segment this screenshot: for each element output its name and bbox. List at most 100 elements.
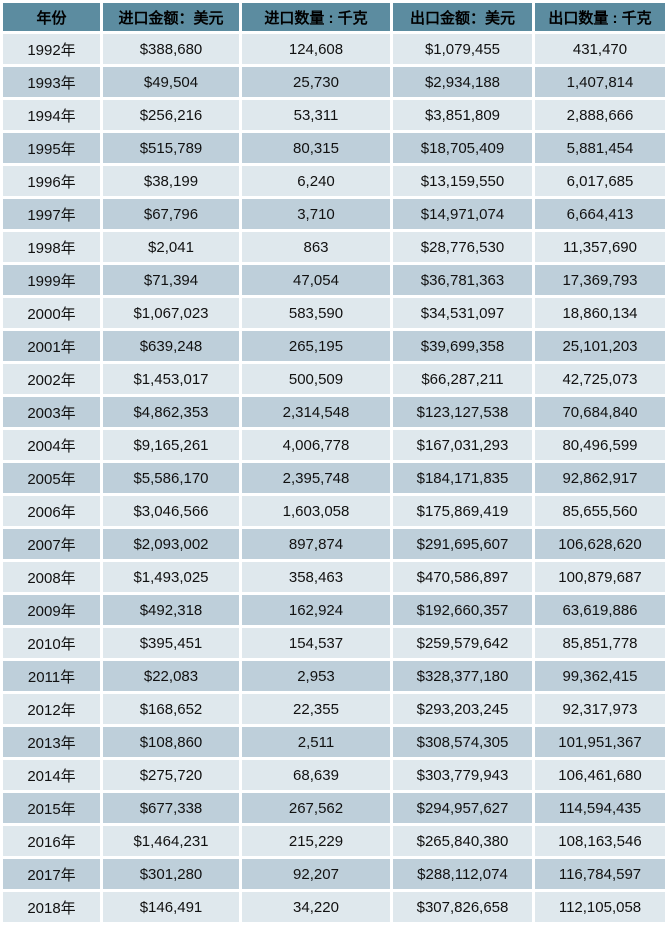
cell-import-qty-kg: 124,608 — [242, 34, 390, 64]
cell-export-qty-kg: 92,862,917 — [535, 463, 665, 493]
cell-export-amount-usd: $167,031,293 — [393, 430, 532, 460]
table-row: 2015年 $677,338 267,562 $294,957,627 114,594,… — [3, 793, 665, 823]
cell-export-qty-kg: 42,725,073 — [535, 364, 665, 394]
cell-import-qty-kg: 22,355 — [242, 694, 390, 724]
cell-year: 2009年 — [3, 595, 100, 625]
cell-export-qty-kg: 85,655,560 — [535, 496, 665, 526]
table-row: 2003年 $4,862,353 2,314,548 $123,127,538 70,6… — [3, 397, 665, 427]
cell-export-qty-kg: 100,879,687 — [535, 562, 665, 592]
table-row: 1998年 $2,041 863 $28,776,530 11,357,690 — [3, 232, 665, 262]
cell-year: 2011年 — [3, 661, 100, 691]
cell-year: 2003年 — [3, 397, 100, 427]
cell-year: 1998年 — [3, 232, 100, 262]
cell-import-amount-usd: $492,318 — [103, 595, 239, 625]
table-row: 2013年 $108,860 2,511 $308,574,305 101,951,36… — [3, 727, 665, 757]
cell-import-amount-usd: $1,493,025 — [103, 562, 239, 592]
table-row: 2008年 $1,493,025 358,463 $470,586,897 100,87… — [3, 562, 665, 592]
cell-import-amount-usd: $168,652 — [103, 694, 239, 724]
cell-export-amount-usd: $175,869,419 — [393, 496, 532, 526]
cell-import-amount-usd: $5,586,170 — [103, 463, 239, 493]
cell-import-amount-usd: $38,199 — [103, 166, 239, 196]
cell-import-qty-kg: 154,537 — [242, 628, 390, 658]
cell-export-amount-usd: $259,579,642 — [393, 628, 532, 658]
table-row: 2011年 $22,083 2,953 $328,377,180 99,362,415 — [3, 661, 665, 691]
cell-import-amount-usd: $639,248 — [103, 331, 239, 361]
cell-year: 2005年 — [3, 463, 100, 493]
cell-import-amount-usd: $1,464,231 — [103, 826, 239, 856]
cell-import-qty-kg: 2,953 — [242, 661, 390, 691]
table-row: 1997年 $67,796 3,710 $14,971,074 6,664,413 — [3, 199, 665, 229]
cell-export-qty-kg: 5,881,454 — [535, 133, 665, 163]
cell-export-amount-usd: $13,159,550 — [393, 166, 532, 196]
cell-export-qty-kg: 92,317,973 — [535, 694, 665, 724]
cell-import-qty-kg: 2,314,548 — [242, 397, 390, 427]
cell-export-qty-kg: 101,951,367 — [535, 727, 665, 757]
cell-year: 2006年 — [3, 496, 100, 526]
table-row: 2012年 $168,652 22,355 $293,203,245 92,317,97… — [3, 694, 665, 724]
table-row: 1994年 $256,216 53,311 $3,851,809 2,888,666 — [3, 100, 665, 130]
table-row: 1993年 $49,504 25,730 $2,934,188 1,407,814 — [3, 67, 665, 97]
cell-import-qty-kg: 500,509 — [242, 364, 390, 394]
cell-export-amount-usd: $307,826,658 — [393, 892, 532, 922]
cell-export-amount-usd: $303,779,943 — [393, 760, 532, 790]
cell-export-qty-kg: 80,496,599 — [535, 430, 665, 460]
cell-year: 2001年 — [3, 331, 100, 361]
cell-export-amount-usd: $291,695,607 — [393, 529, 532, 559]
col-header-import-qty-kg: 进口数量 : 千克 — [242, 3, 390, 31]
cell-import-qty-kg: 6,240 — [242, 166, 390, 196]
col-header-export-amount-usd: 出口金额：美元 — [393, 3, 532, 31]
cell-import-amount-usd: $301,280 — [103, 859, 239, 889]
cell-export-qty-kg: 6,017,685 — [535, 166, 665, 196]
cell-year: 2012年 — [3, 694, 100, 724]
cell-import-qty-kg: 80,315 — [242, 133, 390, 163]
cell-import-amount-usd: $677,338 — [103, 793, 239, 823]
cell-import-amount-usd: $9,165,261 — [103, 430, 239, 460]
cell-export-qty-kg: 99,362,415 — [535, 661, 665, 691]
cell-export-amount-usd: $470,586,897 — [393, 562, 532, 592]
cell-export-qty-kg: 11,357,690 — [535, 232, 665, 262]
cell-export-amount-usd: $2,934,188 — [393, 67, 532, 97]
cell-year: 1994年 — [3, 100, 100, 130]
cell-export-amount-usd: $66,287,211 — [393, 364, 532, 394]
cell-import-amount-usd: $256,216 — [103, 100, 239, 130]
cell-year: 2002年 — [3, 364, 100, 394]
cell-export-qty-kg: 25,101,203 — [535, 331, 665, 361]
cell-export-amount-usd: $1,079,455 — [393, 34, 532, 64]
cell-import-qty-kg: 583,590 — [242, 298, 390, 328]
cell-export-amount-usd: $293,203,245 — [393, 694, 532, 724]
cell-import-qty-kg: 863 — [242, 232, 390, 262]
cell-export-amount-usd: $192,660,357 — [393, 595, 532, 625]
cell-import-amount-usd: $2,041 — [103, 232, 239, 262]
cell-export-amount-usd: $34,531,097 — [393, 298, 532, 328]
table-row: 1999年 $71,394 47,054 $36,781,363 17,369,793 — [3, 265, 665, 295]
table-body: 1992年 $388,680 124,608 $1,079,455 431,470 199… — [3, 34, 665, 922]
table-row: 2001年 $639,248 265,195 $39,699,358 25,101,20… — [3, 331, 665, 361]
col-header-export-qty-kg: 出口数量 : 千克 — [535, 3, 665, 31]
cell-year: 2000年 — [3, 298, 100, 328]
cell-export-amount-usd: $3,851,809 — [393, 100, 532, 130]
cell-import-amount-usd: $22,083 — [103, 661, 239, 691]
cell-export-amount-usd: $328,377,180 — [393, 661, 532, 691]
cell-export-amount-usd: $288,112,074 — [393, 859, 532, 889]
cell-import-qty-kg: 358,463 — [242, 562, 390, 592]
cell-export-qty-kg: 1,407,814 — [535, 67, 665, 97]
cell-year: 2018年 — [3, 892, 100, 922]
cell-import-qty-kg: 47,054 — [242, 265, 390, 295]
cell-import-qty-kg: 215,229 — [242, 826, 390, 856]
table-row: 2002年 $1,453,017 500,509 $66,287,211 42,725,… — [3, 364, 665, 394]
cell-export-amount-usd: $28,776,530 — [393, 232, 532, 262]
cell-export-qty-kg: 116,784,597 — [535, 859, 665, 889]
cell-year: 1997年 — [3, 199, 100, 229]
cell-import-qty-kg: 897,874 — [242, 529, 390, 559]
table-row: 2004年 $9,165,261 4,006,778 $167,031,293 80,4… — [3, 430, 665, 460]
cell-import-amount-usd: $146,491 — [103, 892, 239, 922]
cell-export-amount-usd: $123,127,538 — [393, 397, 532, 427]
cell-import-qty-kg: 53,311 — [242, 100, 390, 130]
cell-export-amount-usd: $39,699,358 — [393, 331, 532, 361]
cell-import-qty-kg: 267,562 — [242, 793, 390, 823]
cell-export-amount-usd: $14,971,074 — [393, 199, 532, 229]
table-row: 2000年 $1,067,023 583,590 $34,531,097 18,860,… — [3, 298, 665, 328]
cell-year: 2007年 — [3, 529, 100, 559]
table-row: 2016年 $1,464,231 215,229 $265,840,380 108,16… — [3, 826, 665, 856]
